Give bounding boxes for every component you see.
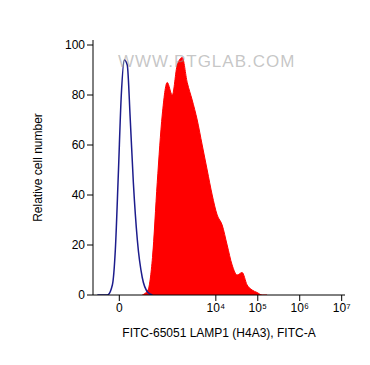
svg-text:100: 100 xyxy=(65,38,85,52)
svg-text:10⁵: 10⁵ xyxy=(249,301,267,315)
svg-text:10⁷: 10⁷ xyxy=(333,301,351,315)
svg-text:Relative cell number: Relative cell number xyxy=(31,113,45,222)
svg-text:40: 40 xyxy=(72,188,86,202)
svg-text:20: 20 xyxy=(72,238,86,252)
svg-text:10⁶: 10⁶ xyxy=(291,301,309,315)
svg-text:60: 60 xyxy=(72,138,86,152)
svg-text:0: 0 xyxy=(116,301,123,315)
svg-text:10⁴: 10⁴ xyxy=(207,301,226,315)
svg-text:FITC-65051 LAMP1 (H4A3), FITC-: FITC-65051 LAMP1 (H4A3), FITC-A xyxy=(122,326,315,340)
svg-text:0: 0 xyxy=(78,288,85,302)
svg-text:80: 80 xyxy=(72,88,86,102)
html-text:WWW.PTGLAB.COM: WWW.PTGLAB.COM xyxy=(118,52,296,71)
